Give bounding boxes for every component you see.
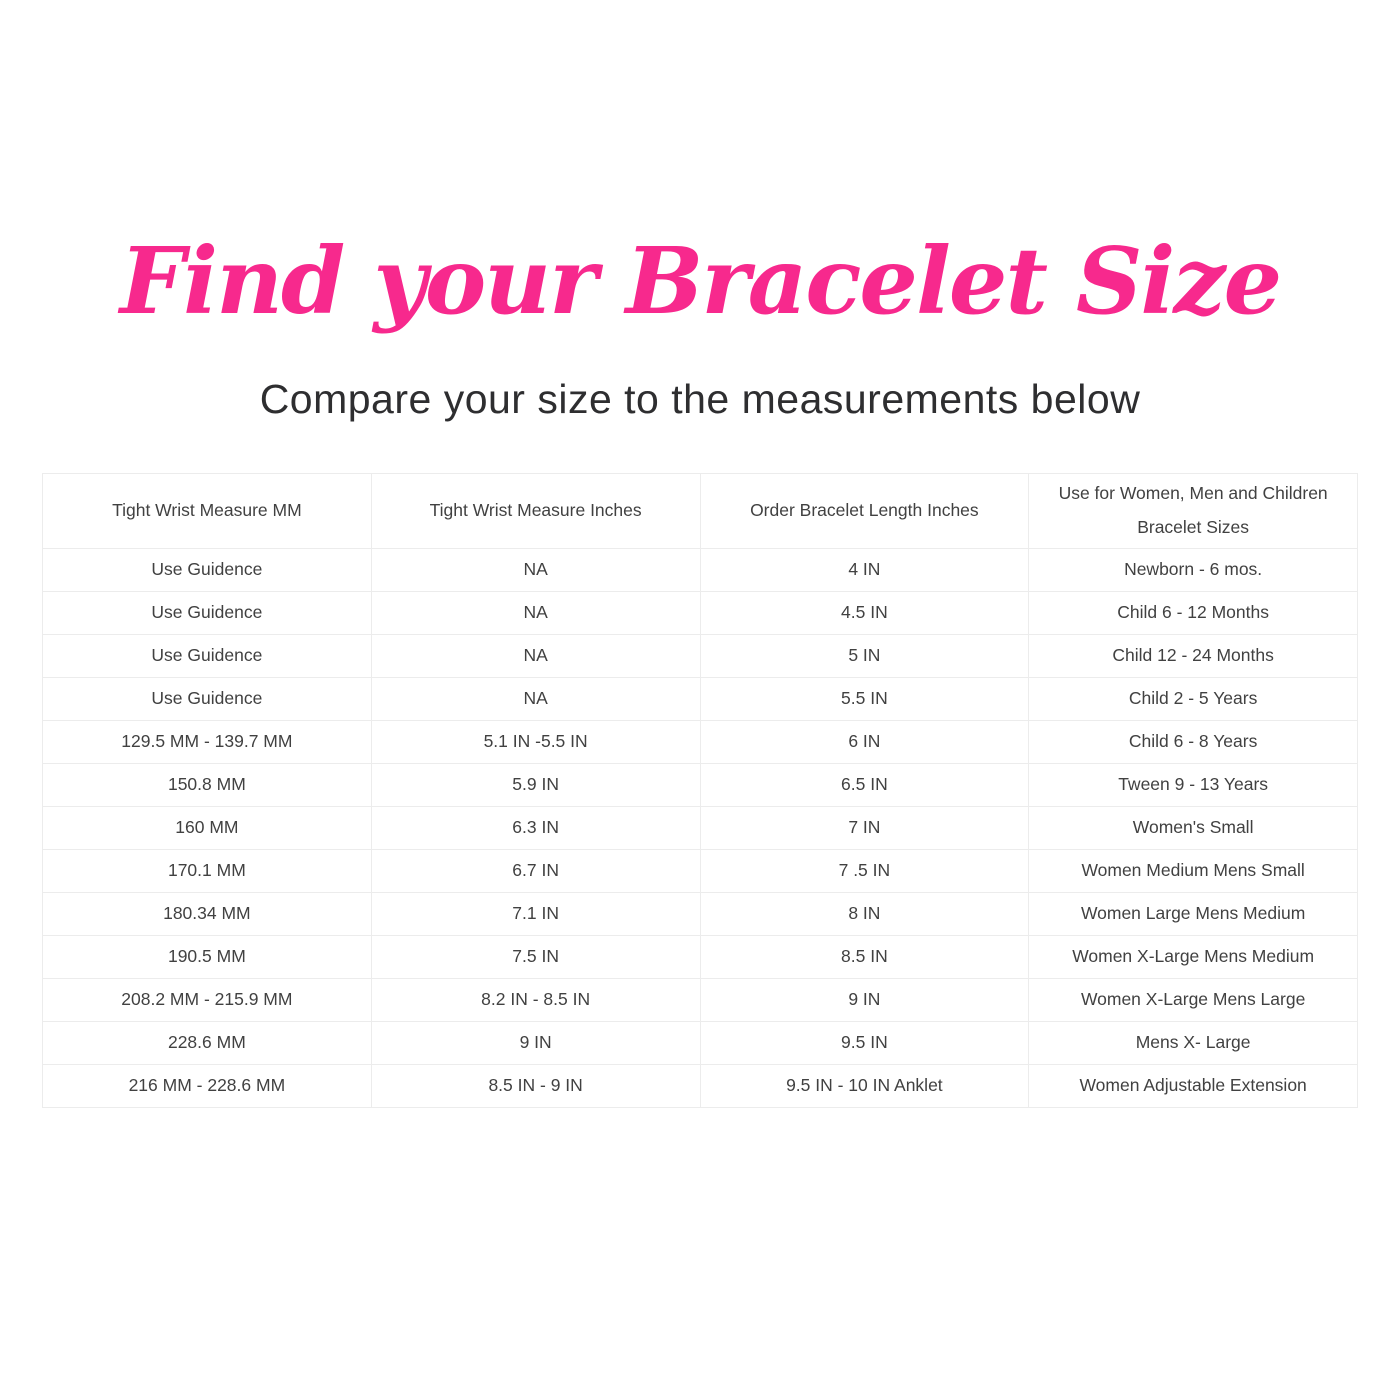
page-subtitle: Compare your size to the measurements be… xyxy=(259,375,1141,422)
table-row: 228.6 MM 9 IN 9.5 IN Mens X- Large xyxy=(42,1020,1358,1065)
table-cell: Women X-Large Mens Large xyxy=(1028,977,1358,1022)
table-cell: 180.34 MM xyxy=(42,891,372,936)
table-row: Use Guidence NA 5 IN Child 12 - 24 Months xyxy=(42,633,1358,678)
table-row: 160 MM 6.3 IN 7 IN Women's Small xyxy=(42,805,1358,850)
table-cell: 9 IN xyxy=(699,977,1030,1022)
table-cell: Child 6 - 8 Years xyxy=(1028,719,1358,764)
table-row: Use Guidence NA 4.5 IN Child 6 - 12 Months xyxy=(42,590,1358,635)
table-cell: 4 IN xyxy=(699,547,1030,592)
table-cell: 6 IN xyxy=(699,719,1030,764)
column-header-wrist-inches: Tight Wrist Measure Inches xyxy=(370,472,701,549)
table-row: 150.8 MM 5.9 IN 6.5 IN Tween 9 - 13 Years xyxy=(42,762,1358,807)
size-table-body: Use Guidence NA 4 IN Newborn - 6 mos. Use Gu… xyxy=(42,547,1358,1108)
table-cell: Use Guidence xyxy=(42,676,372,721)
table-row: Tight Wrist Measure MM Tight Wrist Measu… xyxy=(42,472,1358,549)
column-header-order-length: Order Bracelet Length Inches xyxy=(699,472,1030,549)
table-cell: 228.6 MM xyxy=(42,1020,372,1065)
table-row: 190.5 MM 7.5 IN 8.5 IN Women X-Large Mens M… xyxy=(42,934,1358,979)
table-cell: Newborn - 6 mos. xyxy=(1028,547,1358,592)
table-cell: Use Guidence xyxy=(42,590,372,635)
table-cell: 8.5 IN - 9 IN xyxy=(370,1063,701,1108)
table-cell: Child 12 - 24 Months xyxy=(1028,633,1358,678)
table-cell: 6.3 IN xyxy=(370,805,701,850)
table-cell: 129.5 MM - 139.7 MM xyxy=(42,719,372,764)
table-cell: 6.5 IN xyxy=(699,762,1030,807)
table-cell: 5.1 IN -5.5 IN xyxy=(370,719,701,764)
table-cell: Women X-Large Mens Medium xyxy=(1028,934,1358,979)
table-cell: Women Large Mens Medium xyxy=(1028,891,1358,936)
table-cell: Child 6 - 12 Months xyxy=(1028,590,1358,635)
table-cell: NA xyxy=(370,676,701,721)
table-cell: 5.5 IN xyxy=(699,676,1030,721)
bracelet-size-table: Tight Wrist Measure MM Tight Wrist Measu… xyxy=(42,472,1358,1108)
table-cell: Tween 9 - 13 Years xyxy=(1028,762,1358,807)
table-cell: 8.2 IN - 8.5 IN xyxy=(370,977,701,1022)
table-cell: 4.5 IN xyxy=(699,590,1030,635)
table-cell: 7.1 IN xyxy=(370,891,701,936)
table-cell: 7 .5 IN xyxy=(699,848,1030,893)
page-title: Find your Bracelet Size xyxy=(119,227,1282,335)
table-cell: Women Adjustable Extension xyxy=(1028,1063,1358,1108)
column-header-label-line1: Use for Women, Men and Children xyxy=(1058,483,1328,504)
table-cell: 7 IN xyxy=(699,805,1030,850)
table-row: 216 MM - 228.6 MM 8.5 IN - 9 IN 9.5 IN - 1… xyxy=(42,1063,1358,1108)
table-cell: 190.5 MM xyxy=(42,934,372,979)
table-row: Use Guidence NA 5.5 IN Child 2 - 5 Years xyxy=(42,676,1358,721)
table-cell: 6.7 IN xyxy=(370,848,701,893)
table-cell: Child 2 - 5 Years xyxy=(1028,676,1358,721)
table-cell: 8.5 IN xyxy=(699,934,1030,979)
table-cell: 5 IN xyxy=(699,633,1030,678)
table-row: 180.34 MM 7.1 IN 8 IN Women Large Mens Medi… xyxy=(42,891,1358,936)
table-row: 129.5 MM - 139.7 MM 5.1 IN -5.5 IN 6 IN Chi… xyxy=(42,719,1358,764)
column-header-label: Tight Wrist Measure Inches xyxy=(429,499,642,520)
table-row: 170.1 MM 6.7 IN 7 .5 IN Women Medium Mens S… xyxy=(42,848,1358,893)
table-cell: 9 IN xyxy=(370,1020,701,1065)
table-cell: 216 MM - 228.6 MM xyxy=(42,1063,372,1108)
table-cell: 150.8 MM xyxy=(42,762,372,807)
table-cell: Use Guidence xyxy=(42,633,372,678)
table-cell: NA xyxy=(370,547,701,592)
table-cell: 9.5 IN - 10 IN Anklet xyxy=(699,1063,1030,1108)
table-cell: NA xyxy=(370,633,701,678)
table-cell: Mens X- Large xyxy=(1028,1020,1358,1065)
table-cell: 7.5 IN xyxy=(370,934,701,979)
table-cell: 208.2 MM - 215.9 MM xyxy=(42,977,372,1022)
column-header-label: Tight Wrist Measure MM xyxy=(112,499,302,520)
column-header-label: Order Bracelet Length Inches xyxy=(750,499,979,520)
table-cell: 160 MM xyxy=(42,805,372,850)
table-cell: NA xyxy=(370,590,701,635)
table-cell: 9.5 IN xyxy=(699,1020,1030,1065)
table-row: Use Guidence NA 4 IN Newborn - 6 mos. xyxy=(42,547,1358,592)
table-cell: 8 IN xyxy=(699,891,1030,936)
column-header-wrist-mm: Tight Wrist Measure MM xyxy=(42,472,372,549)
column-header-label-line2: Bracelet Sizes xyxy=(1137,516,1250,537)
table-cell: Use Guidence xyxy=(42,547,372,592)
table-cell: 5.9 IN xyxy=(370,762,701,807)
table-header-row: Tight Wrist Measure MM Tight Wrist Measu… xyxy=(42,472,1358,549)
table-cell: Women's Small xyxy=(1028,805,1358,850)
table-row: 208.2 MM - 215.9 MM 8.2 IN - 8.5 IN 9 IN Wo… xyxy=(42,977,1358,1022)
table-cell: 170.1 MM xyxy=(42,848,372,893)
column-header-use-for: Use for Women, Men and Children Bracelet… xyxy=(1028,472,1358,549)
table-cell: Women Medium Mens Small xyxy=(1028,848,1358,893)
